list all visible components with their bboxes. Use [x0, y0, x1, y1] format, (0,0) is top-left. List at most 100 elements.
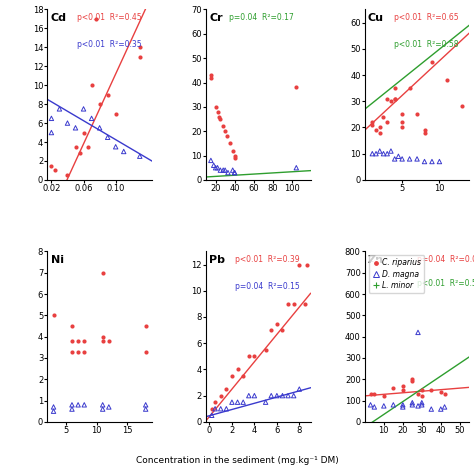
- Point: [207, 74, 215, 82]
- Point: [398, 92, 406, 100]
- Point: [74, 348, 82, 356]
- Point: [421, 129, 428, 137]
- Point: [409, 375, 416, 383]
- Point: [214, 108, 221, 116]
- Point: [81, 337, 88, 345]
- Point: [81, 386, 88, 394]
- Point: [371, 403, 378, 411]
- Point: [208, 411, 216, 419]
- Point: [380, 392, 388, 400]
- Point: [267, 392, 275, 400]
- Point: [136, 44, 144, 51]
- Point: [290, 392, 298, 400]
- Point: [74, 401, 82, 409]
- Text: Ni: Ni: [51, 255, 64, 265]
- Text: Zn: Zn: [368, 255, 384, 265]
- Point: [214, 164, 221, 172]
- Point: [136, 153, 144, 160]
- Point: [262, 411, 269, 419]
- Point: [418, 392, 426, 400]
- Point: [81, 348, 88, 356]
- Point: [406, 155, 413, 163]
- Point: [399, 382, 407, 390]
- Text: p<0.01  R²=0.35: p<0.01 R²=0.35: [77, 40, 141, 49]
- Point: [105, 337, 113, 345]
- Point: [142, 322, 149, 330]
- Point: [68, 375, 76, 383]
- Point: [428, 58, 436, 66]
- Point: [414, 391, 422, 398]
- Point: [441, 391, 448, 398]
- Point: [292, 169, 300, 176]
- Point: [226, 139, 234, 147]
- Point: [380, 150, 387, 157]
- Point: [436, 118, 443, 126]
- Point: [234, 365, 241, 373]
- Point: [371, 416, 378, 424]
- Point: [239, 414, 247, 422]
- Point: [391, 95, 399, 102]
- Point: [390, 384, 397, 392]
- Point: [399, 401, 407, 409]
- Point: [239, 372, 247, 380]
- Point: [262, 346, 269, 354]
- Point: [428, 405, 435, 413]
- Point: [64, 119, 71, 127]
- Point: [104, 171, 111, 178]
- Point: [99, 337, 107, 345]
- Point: [399, 399, 407, 407]
- Point: [387, 98, 395, 105]
- Point: [72, 124, 79, 132]
- Text: Cu: Cu: [368, 13, 384, 23]
- Point: [47, 115, 55, 122]
- Text: Cd: Cd: [51, 13, 66, 23]
- Point: [84, 143, 91, 151]
- Point: [105, 354, 113, 362]
- Text: p<0.01  R²=0.39: p<0.01 R²=0.39: [236, 255, 300, 264]
- Point: [72, 167, 79, 174]
- Point: [74, 337, 82, 345]
- Point: [413, 110, 421, 118]
- Point: [367, 417, 374, 425]
- Point: [267, 326, 275, 334]
- Point: [112, 169, 119, 176]
- Point: [413, 103, 421, 110]
- Point: [88, 82, 95, 89]
- Text: Pb: Pb: [209, 255, 225, 265]
- Point: [50, 311, 57, 319]
- Point: [367, 401, 374, 409]
- Point: [409, 397, 416, 404]
- Point: [284, 300, 292, 308]
- Point: [295, 385, 303, 393]
- Point: [380, 412, 388, 419]
- Point: [72, 143, 79, 151]
- Text: p<0.01  R²=0.55: p<0.01 R²=0.55: [417, 279, 474, 288]
- Text: Cr: Cr: [209, 13, 223, 23]
- Point: [142, 401, 149, 409]
- Point: [68, 386, 76, 394]
- Point: [221, 175, 229, 182]
- Point: [399, 401, 407, 409]
- Point: [208, 405, 216, 412]
- Point: [80, 169, 87, 176]
- Point: [231, 175, 238, 182]
- Point: [217, 414, 225, 422]
- Point: [421, 110, 428, 118]
- Point: [368, 121, 376, 128]
- Point: [47, 167, 55, 174]
- Point: [217, 392, 225, 400]
- Point: [295, 411, 303, 419]
- Point: [458, 103, 465, 110]
- Point: [231, 152, 238, 159]
- Point: [443, 118, 451, 126]
- Point: [371, 391, 378, 398]
- Point: [99, 333, 107, 340]
- Point: [295, 261, 303, 268]
- Point: [428, 158, 436, 165]
- Point: [96, 100, 103, 108]
- Point: [398, 124, 406, 131]
- Point: [301, 300, 309, 308]
- Point: [406, 84, 413, 92]
- Point: [223, 132, 231, 140]
- Point: [368, 150, 376, 157]
